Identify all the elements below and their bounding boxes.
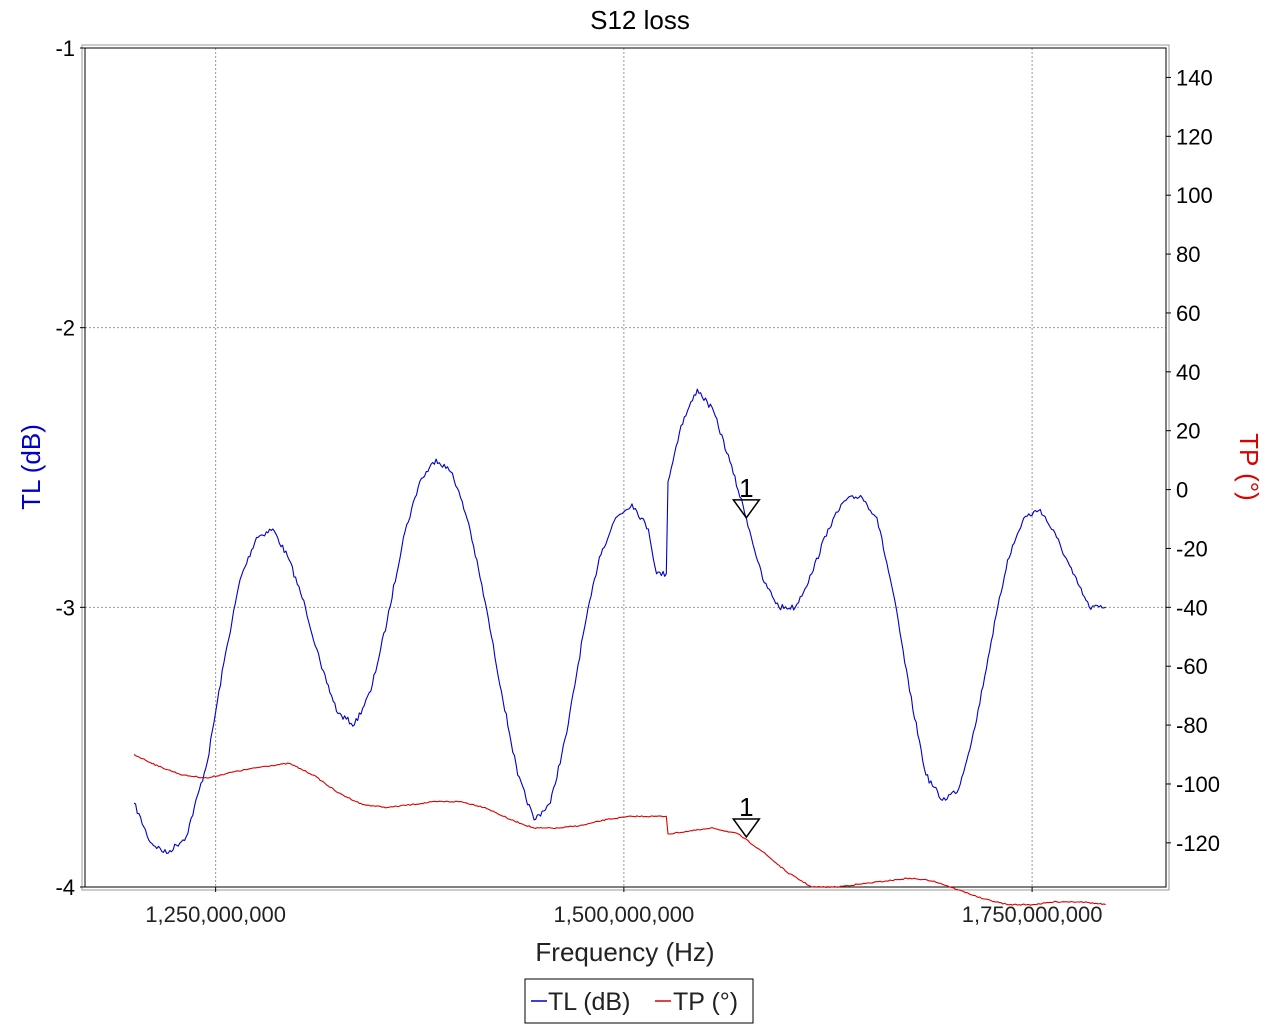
x-axis-label: Frequency (Hz) bbox=[535, 937, 714, 967]
right-y-axis: 140 120 100 80 60 40 20 0 -20 -40 -60 -80 -100 -120 bbox=[1166, 65, 1220, 856]
x-axis: 1,250,000,000 1,500,000,000 1,750,000,000 bbox=[145, 887, 1102, 927]
chart-title: S12 loss bbox=[590, 5, 690, 35]
y-left-tick-label: -4 bbox=[55, 875, 75, 900]
y-right-tick-label: 80 bbox=[1176, 242, 1200, 267]
y-right-tick-label: -80 bbox=[1176, 713, 1208, 738]
series-layer bbox=[133, 388, 1106, 906]
y-right-tick-label: -100 bbox=[1176, 772, 1220, 797]
y-right-tick-label: 100 bbox=[1176, 183, 1213, 208]
y-right-tick-label: -40 bbox=[1176, 595, 1208, 620]
y-right-tick-label: 140 bbox=[1176, 65, 1213, 90]
marker-triangle-tl bbox=[731, 499, 761, 520]
series-line-tp bbox=[133, 754, 1106, 906]
y-right-tick-label: -20 bbox=[1176, 536, 1208, 561]
y-right-tick-label: 20 bbox=[1176, 419, 1200, 444]
y-right-tick-label: 40 bbox=[1176, 360, 1200, 385]
marker-label-tl: 1 bbox=[739, 473, 753, 503]
grid-lines bbox=[85, 48, 1166, 887]
y-right-tick-label: 0 bbox=[1176, 478, 1188, 503]
y-right-tick-label: 120 bbox=[1176, 124, 1213, 149]
marker-layer: 11 bbox=[731, 473, 761, 839]
plot-area bbox=[84, 47, 1167, 888]
series-line-tl bbox=[133, 388, 1106, 854]
y-left-tick-label: -1 bbox=[55, 36, 75, 61]
x-tick-label: 1,250,000,000 bbox=[145, 902, 286, 927]
y-left-tick-label: -2 bbox=[55, 316, 75, 341]
marker-triangle-tp bbox=[731, 818, 761, 839]
marker-label-tp: 1 bbox=[739, 792, 753, 822]
legend-label-tp: TP (°) bbox=[673, 988, 738, 1016]
x-tick-label: 1,500,000,000 bbox=[554, 902, 695, 927]
plot-frame bbox=[81, 44, 1170, 891]
legend: TL (dB) TP (°) bbox=[524, 978, 754, 1024]
y-left-tick-label: -3 bbox=[55, 595, 75, 620]
legend-box bbox=[524, 978, 754, 1024]
y-right-tick-label: -120 bbox=[1176, 831, 1220, 856]
left-y-axis: -1 -2 -3 -4 bbox=[55, 36, 85, 900]
y-right-tick-label: 60 bbox=[1176, 301, 1200, 326]
legend-label-tl: TL (dB) bbox=[548, 988, 630, 1016]
x-tick-label: 1,750,000,000 bbox=[962, 902, 1103, 927]
y-axis-left-label: TL (dB) bbox=[16, 424, 46, 510]
y-axis-right-label: TP (°) bbox=[1234, 433, 1264, 501]
y-right-tick-label: -60 bbox=[1176, 654, 1208, 679]
